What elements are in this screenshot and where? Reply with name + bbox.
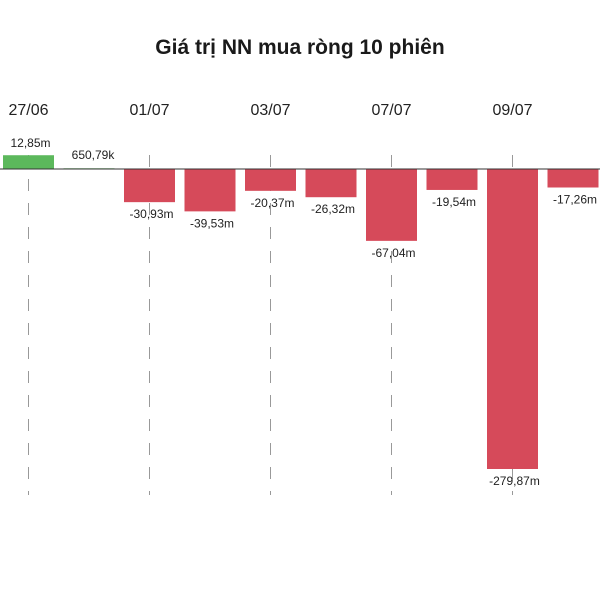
x-tick-label: 09/07: [492, 102, 532, 119]
data-label: -279,87m: [489, 474, 540, 488]
bar: [487, 169, 538, 469]
data-label: -30,93m: [129, 207, 173, 221]
data-label: 12,85m: [10, 136, 50, 150]
bar: [3, 155, 54, 169]
bar: [184, 169, 236, 212]
bar: [305, 169, 357, 198]
chart-title: Giá trị NN mua ròng 10 phiên: [155, 36, 445, 59]
bar: [124, 169, 175, 203]
x-tick-label: 27/06: [8, 102, 48, 119]
data-label: -19,54m: [432, 195, 476, 209]
x-tick-label: 01/07: [129, 102, 169, 119]
data-label: -39,53m: [190, 216, 234, 230]
data-label: -20,37m: [250, 196, 294, 210]
x-tick-label: 03/07: [250, 102, 290, 119]
data-label: -67,04m: [371, 246, 415, 260]
data-label: 650,79k: [72, 148, 116, 162]
bar: [547, 169, 599, 188]
bar: [366, 169, 417, 241]
x-tick-label: 07/07: [371, 102, 411, 119]
bar: [426, 169, 478, 190]
bar: [245, 169, 296, 191]
data-label: -26,32m: [311, 202, 355, 216]
data-label: -17,26m: [553, 193, 597, 207]
